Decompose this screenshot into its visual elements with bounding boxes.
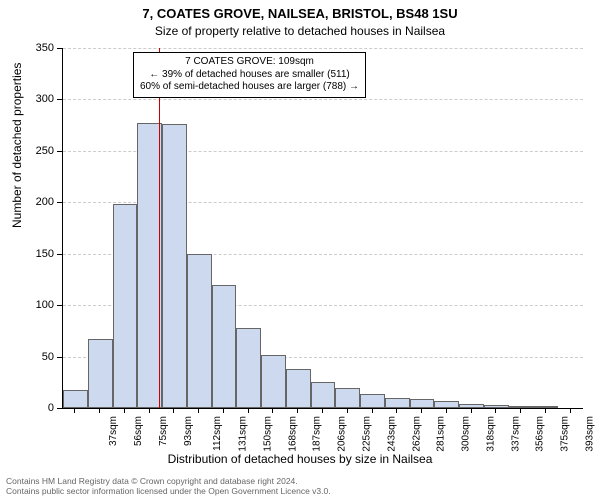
x-tick-label: 225sqm — [362, 416, 373, 452]
y-tick-mark — [57, 48, 62, 49]
histogram-bar — [113, 204, 138, 408]
x-tick-label: 375sqm — [560, 416, 571, 452]
annotation-line-1: 7 COATES GROVE: 109sqm — [140, 56, 359, 69]
x-tick-mark — [545, 408, 546, 413]
histogram-bar — [533, 406, 558, 408]
x-tick-mark — [495, 408, 496, 413]
histogram-bar — [335, 388, 360, 408]
x-tick-mark — [570, 408, 571, 413]
x-tick-mark — [223, 408, 224, 413]
y-tick-label: 250 — [22, 145, 54, 157]
histogram-bar — [261, 355, 286, 408]
plot-area: 7 COATES GROVE: 109sqm ← 39% of detached… — [62, 48, 583, 409]
x-tick-label: 112sqm — [212, 416, 223, 451]
y-tick-mark — [57, 151, 62, 152]
x-tick-mark — [421, 408, 422, 413]
x-tick-mark — [74, 408, 75, 413]
histogram-bar — [385, 398, 410, 408]
histogram-bar — [88, 339, 113, 408]
x-tick-label: 75sqm — [158, 416, 169, 446]
gridline — [63, 48, 583, 49]
y-tick-mark — [57, 254, 62, 255]
y-tick-label: 200 — [22, 196, 54, 208]
x-tick-mark — [471, 408, 472, 413]
x-tick-label: 262sqm — [411, 416, 422, 452]
histogram-bar — [410, 399, 435, 408]
x-tick-label: 37sqm — [108, 416, 119, 446]
x-tick-mark — [198, 408, 199, 413]
x-tick-label: 150sqm — [263, 416, 274, 452]
histogram-bar — [360, 394, 385, 408]
y-tick-mark — [57, 305, 62, 306]
y-tick-label: 50 — [22, 351, 54, 363]
x-tick-label: 393sqm — [584, 416, 595, 452]
histogram-bar — [63, 390, 88, 409]
reference-line — [159, 48, 160, 408]
y-tick-mark — [57, 357, 62, 358]
x-tick-mark — [396, 408, 397, 413]
x-tick-label: 337sqm — [510, 416, 521, 452]
footer-line-2: Contains public sector information licen… — [6, 486, 331, 496]
x-tick-mark — [520, 408, 521, 413]
x-tick-label: 356sqm — [535, 416, 546, 452]
gridline — [63, 99, 583, 100]
chart-container: 7, COATES GROVE, NAILSEA, BRISTOL, BS48 … — [0, 0, 600, 500]
x-tick-mark — [99, 408, 100, 413]
y-tick-mark — [57, 202, 62, 203]
y-tick-label: 100 — [22, 299, 54, 311]
histogram-bar — [434, 401, 459, 408]
x-tick-label: 93sqm — [183, 416, 194, 446]
y-tick-mark — [57, 99, 62, 100]
x-tick-mark — [272, 408, 273, 413]
x-tick-label: 300sqm — [461, 416, 472, 452]
footer-attribution: Contains HM Land Registry data © Crown c… — [6, 476, 331, 496]
x-tick-mark — [173, 408, 174, 413]
histogram-bar — [286, 369, 311, 408]
histogram-bar — [187, 254, 212, 408]
x-tick-mark — [347, 408, 348, 413]
x-tick-mark — [248, 408, 249, 413]
y-tick-label: 150 — [22, 248, 54, 260]
chart-title-main: 7, COATES GROVE, NAILSEA, BRISTOL, BS48 … — [0, 6, 600, 21]
x-tick-label: 131sqm — [238, 416, 249, 452]
histogram-bar — [459, 404, 484, 408]
annotation-box: 7 COATES GROVE: 109sqm ← 39% of detached… — [133, 52, 366, 98]
x-tick-label: 281sqm — [436, 416, 447, 452]
x-tick-label: 318sqm — [485, 416, 496, 452]
annotation-line-3: 60% of semi-detached houses are larger (… — [140, 81, 359, 94]
chart-title-sub: Size of property relative to detached ho… — [0, 24, 600, 38]
x-tick-mark — [372, 408, 373, 413]
x-tick-mark — [446, 408, 447, 413]
x-axis-label: Distribution of detached houses by size … — [0, 452, 600, 466]
histogram-bar — [236, 328, 261, 408]
y-tick-label: 350 — [22, 42, 54, 54]
x-tick-label: 168sqm — [287, 416, 298, 452]
histogram-bar — [311, 382, 336, 408]
x-tick-mark — [149, 408, 150, 413]
x-tick-mark — [124, 408, 125, 413]
x-tick-mark — [322, 408, 323, 413]
x-tick-label: 243sqm — [386, 416, 397, 452]
footer-line-1: Contains HM Land Registry data © Crown c… — [6, 476, 331, 486]
annotation-line-2: ← 39% of detached houses are smaller (51… — [140, 69, 359, 82]
y-tick-label: 300 — [22, 93, 54, 105]
y-tick-mark — [57, 408, 62, 409]
y-tick-label: 0 — [22, 402, 54, 414]
histogram-bar — [162, 124, 187, 408]
x-tick-label: 206sqm — [337, 416, 348, 452]
histogram-bar — [212, 285, 237, 408]
x-tick-label: 187sqm — [312, 416, 323, 452]
x-tick-mark — [297, 408, 298, 413]
x-tick-label: 56sqm — [133, 416, 144, 446]
